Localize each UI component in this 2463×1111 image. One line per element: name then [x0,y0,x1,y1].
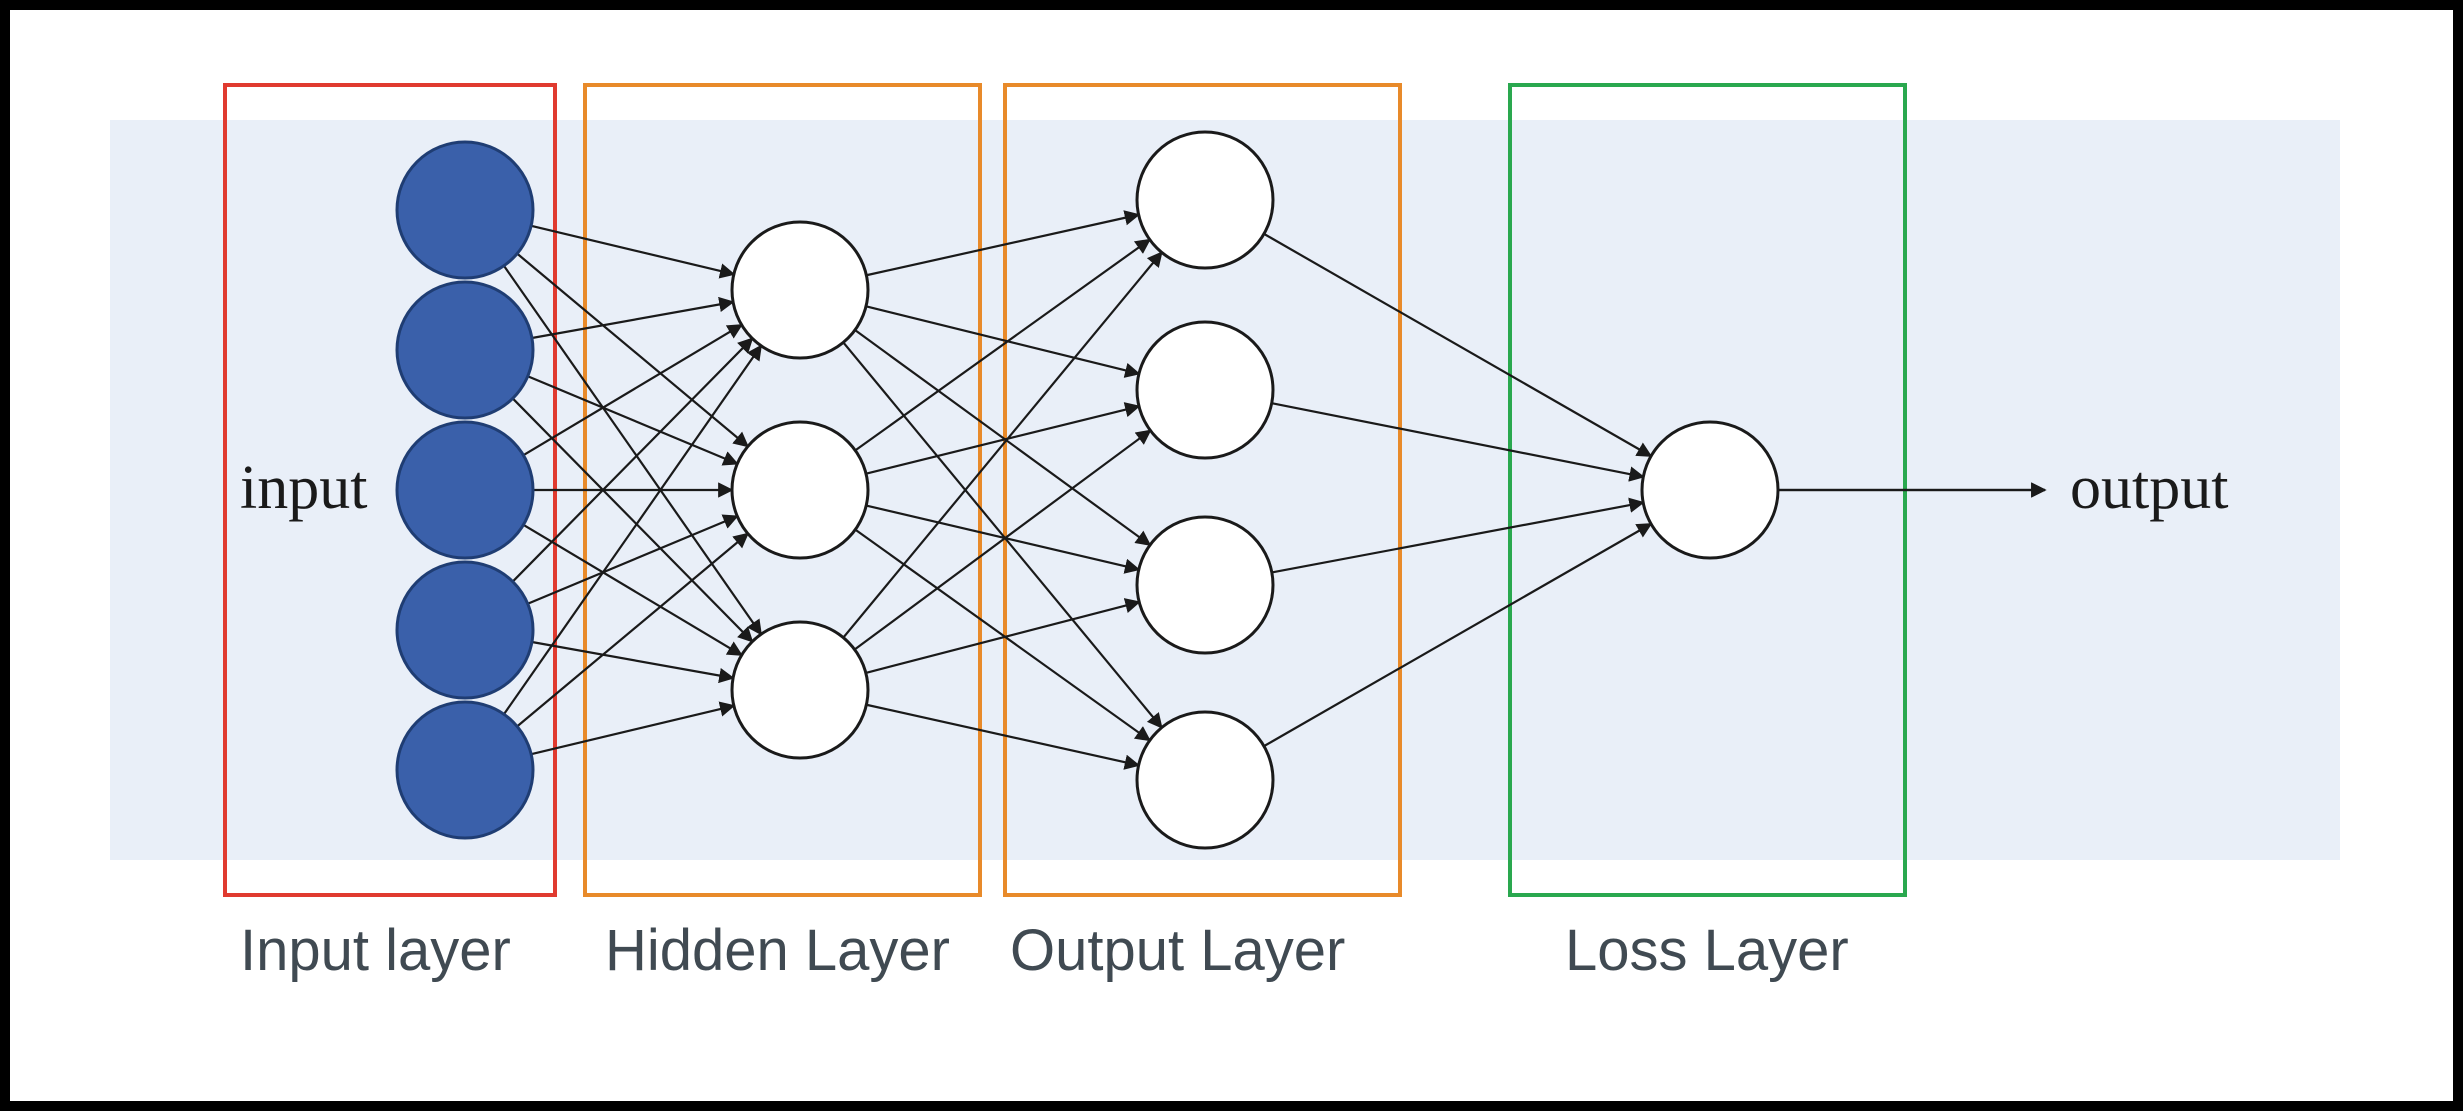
neural-network-diagram: input output Input layer Hidden Layer Output… [10,10,2453,1101]
L0-node-3 [397,562,533,698]
L3-node-0 [1642,422,1778,558]
loss-box-label: Loss Layer [1565,918,1849,983]
L2-node-3 [1137,712,1273,848]
L1-node-2 [732,622,868,758]
input-box-label: Input layer [240,918,511,983]
L0-node-0 [397,142,533,278]
L0-node-2 [397,422,533,558]
L0-node-1 [397,282,533,418]
input-text-label: input [240,454,367,522]
output-text-label: output [2070,454,2228,522]
diagram-frame: input output Input layer Hidden Layer Output… [0,0,2463,1111]
L2-node-2 [1137,517,1273,653]
L2-node-1 [1137,322,1273,458]
output-box-label: Output Layer [1010,918,1345,983]
L0-node-4 [397,702,533,838]
hidden-box-label: Hidden Layer [605,918,950,983]
L1-node-1 [732,422,868,558]
L2-node-0 [1137,132,1273,268]
L1-node-0 [732,222,868,358]
